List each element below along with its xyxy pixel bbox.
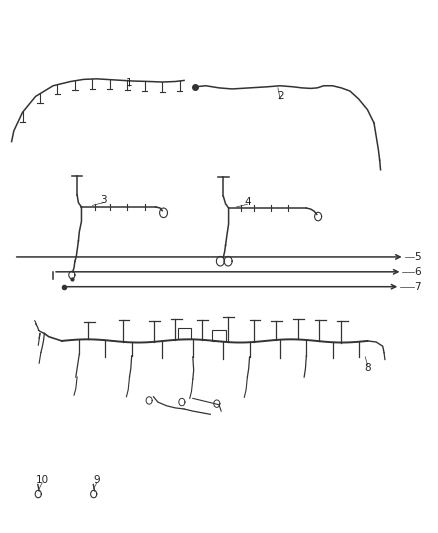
Text: 10: 10 bbox=[35, 475, 49, 485]
Text: 7: 7 bbox=[414, 282, 421, 292]
Text: 2: 2 bbox=[277, 91, 283, 101]
Text: 5: 5 bbox=[414, 252, 421, 262]
Text: 6: 6 bbox=[414, 267, 421, 277]
Text: 3: 3 bbox=[100, 195, 106, 205]
Text: 8: 8 bbox=[364, 362, 371, 373]
Bar bbox=[177, 328, 191, 340]
Text: 1: 1 bbox=[126, 78, 133, 88]
Bar bbox=[212, 329, 226, 341]
Text: 4: 4 bbox=[244, 197, 251, 207]
Text: 9: 9 bbox=[93, 475, 100, 485]
